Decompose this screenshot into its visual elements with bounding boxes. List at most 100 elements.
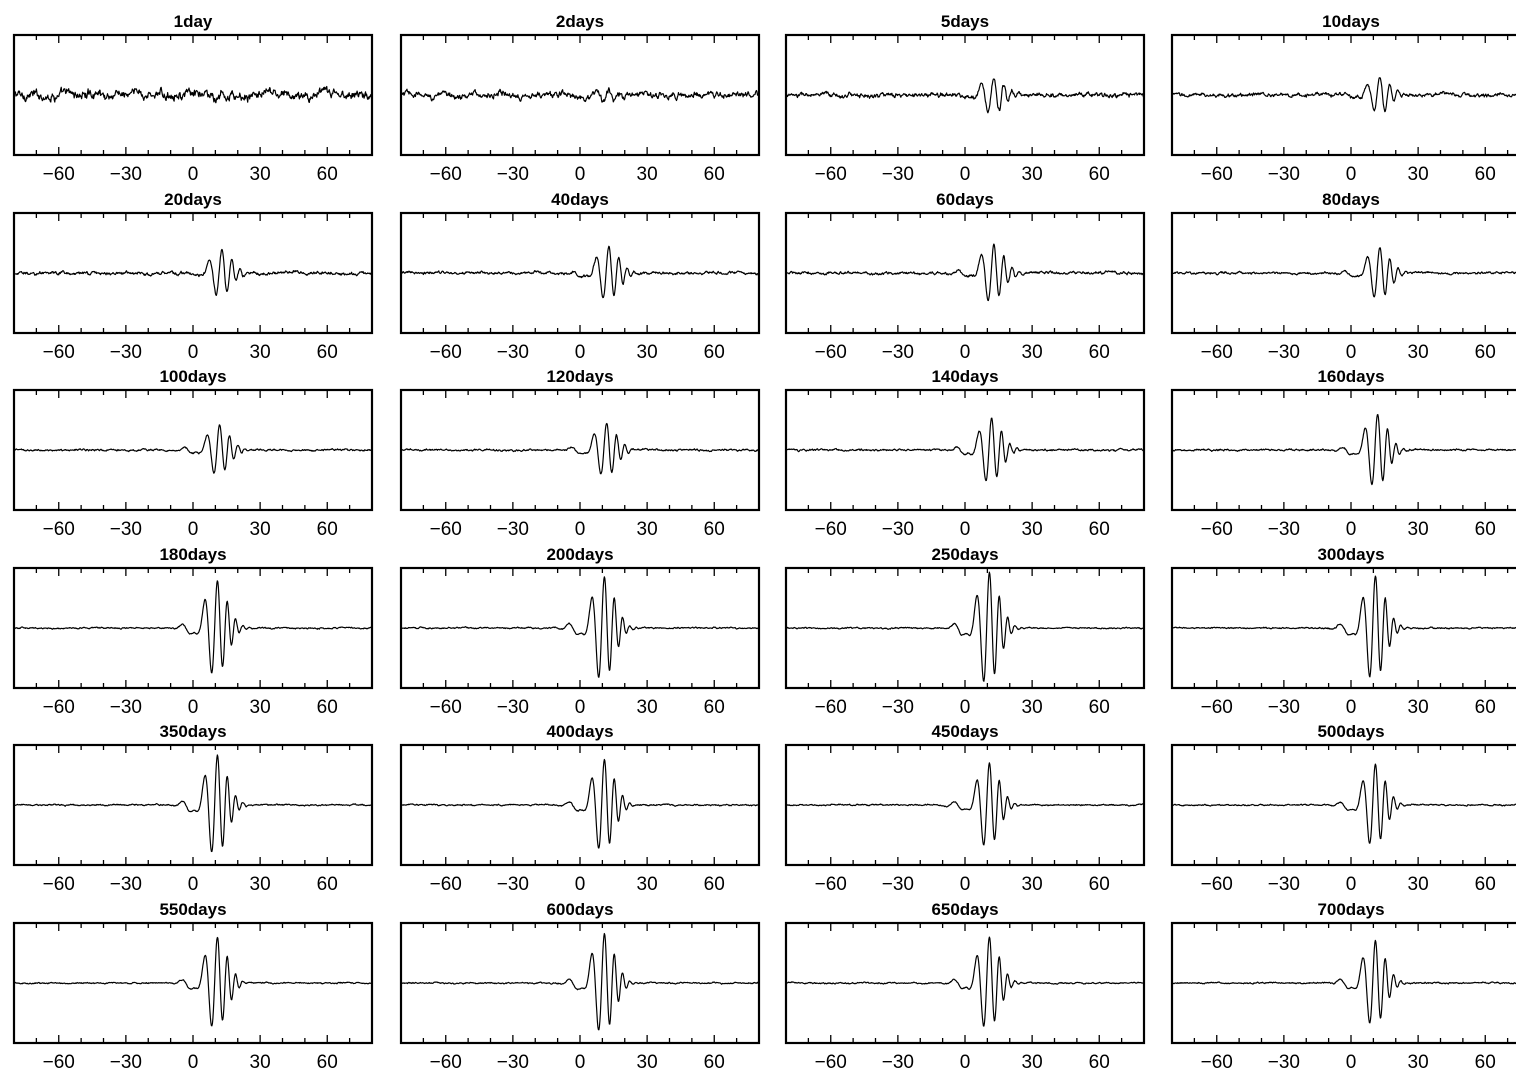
x-tick-label: 0 <box>960 697 971 718</box>
x-tick-label: 60 <box>317 519 338 540</box>
panel-title: 400days <box>546 722 613 741</box>
x-tick-label: 30 <box>1022 342 1043 363</box>
series-line <box>13 424 373 474</box>
x-tick-label: 0 <box>1346 519 1357 540</box>
x-tick-label: −30 <box>1268 1052 1300 1073</box>
x-tick-label: 60 <box>1475 342 1496 363</box>
x-tick-label: −30 <box>497 874 529 895</box>
panel-title: 20days <box>164 190 222 209</box>
x-tick-label: −60 <box>815 342 847 363</box>
x-tick-label: 0 <box>1346 697 1357 718</box>
x-tick-label: 60 <box>1089 164 1110 185</box>
panel-title: 600days <box>546 900 613 919</box>
series-line <box>785 243 1145 302</box>
x-tick-label: 60 <box>317 342 338 363</box>
x-tick-label: −30 <box>110 874 142 895</box>
x-tick-label: 0 <box>1346 874 1357 895</box>
x-tick-label: −30 <box>497 697 529 718</box>
x-tick-label: 30 <box>250 519 271 540</box>
x-tick-label: 0 <box>188 164 199 185</box>
x-tick-label: −30 <box>110 342 142 363</box>
x-tick-label: −60 <box>430 164 462 185</box>
x-tick-label: −30 <box>882 697 914 718</box>
x-tick-label: −30 <box>1268 519 1300 540</box>
x-tick-label: 60 <box>704 874 725 895</box>
x-tick-label: 0 <box>188 342 199 363</box>
panel-200days: 200days −60 −30 0 30 60 <box>399 545 761 718</box>
x-tick-label: 0 <box>960 874 971 895</box>
x-tick-label: 60 <box>317 697 338 718</box>
x-tick-label: −60 <box>43 519 75 540</box>
x-tick-label: −30 <box>497 519 529 540</box>
x-tick-label: −30 <box>882 1052 914 1073</box>
x-tick-label: 30 <box>1022 519 1043 540</box>
x-tick-label: 30 <box>1408 519 1429 540</box>
series-line <box>13 248 373 296</box>
x-tick-label: −30 <box>1268 874 1300 895</box>
panel-title: 550days <box>159 900 226 919</box>
x-tick-label: 30 <box>1408 874 1429 895</box>
x-tick-label: 60 <box>1475 874 1496 895</box>
x-tick-label: 30 <box>250 342 271 363</box>
x-tick-label: −30 <box>882 874 914 895</box>
series-line <box>1171 763 1516 844</box>
panel-5days: 5days −60 −30 0 30 60 <box>784 12 1146 185</box>
panel-title: 2days <box>556 12 604 31</box>
x-tick-label: 0 <box>575 519 586 540</box>
x-tick-label: 0 <box>575 1052 586 1073</box>
x-tick-label: 30 <box>637 164 658 185</box>
x-tick-label: 60 <box>1475 164 1496 185</box>
x-tick-label: 0 <box>575 874 586 895</box>
x-tick-label: 60 <box>1089 1052 1110 1073</box>
panel-title: 350days <box>159 722 226 741</box>
x-tick-label: 0 <box>960 519 971 540</box>
series-line <box>400 576 760 678</box>
x-tick-label: −60 <box>43 874 75 895</box>
panel-1day: 1day −60 −30 0 30 60 <box>12 12 374 185</box>
x-tick-label: 0 <box>1346 164 1357 185</box>
x-tick-label: −60 <box>43 164 75 185</box>
x-tick-label: 0 <box>188 874 199 895</box>
x-tick-label: −60 <box>1201 519 1233 540</box>
x-tick-label: −30 <box>110 164 142 185</box>
x-tick-label: 30 <box>1408 342 1429 363</box>
panel-title: 500days <box>1317 722 1384 741</box>
series-line <box>1171 939 1516 1024</box>
x-tick-label: −60 <box>430 874 462 895</box>
x-tick-label: 60 <box>704 1052 725 1073</box>
panel-title: 140days <box>931 367 998 386</box>
panel-title: 700days <box>1317 900 1384 919</box>
x-tick-label: 60 <box>704 342 725 363</box>
x-tick-label: −60 <box>43 342 75 363</box>
panel-title: 1day <box>174 12 213 31</box>
x-tick-label: 60 <box>1089 519 1110 540</box>
x-tick-label: 30 <box>637 697 658 718</box>
panel-title: 180days <box>159 545 226 564</box>
x-tick-label: −60 <box>43 1052 75 1073</box>
series-line <box>785 571 1145 682</box>
x-tick-label: 30 <box>637 874 658 895</box>
x-tick-label: 0 <box>575 342 586 363</box>
x-tick-label: 60 <box>1475 697 1496 718</box>
x-tick-label: −60 <box>1201 874 1233 895</box>
x-tick-label: 60 <box>704 164 725 185</box>
series-line <box>13 85 373 104</box>
x-tick-label: 30 <box>1022 874 1043 895</box>
x-tick-label: −30 <box>882 519 914 540</box>
x-tick-label: −30 <box>882 164 914 185</box>
x-tick-label: 30 <box>1022 164 1043 185</box>
x-tick-label: 60 <box>1089 697 1110 718</box>
panel-10days: 10days −60 −30 0 30 60 <box>1170 12 1516 185</box>
panel-title: 250days <box>931 545 998 564</box>
x-tick-label: 0 <box>188 519 199 540</box>
series-line <box>785 417 1145 482</box>
series-line <box>1171 247 1516 298</box>
series-line <box>785 78 1145 114</box>
x-tick-label: −30 <box>1268 164 1300 185</box>
panel-title: 650days <box>931 900 998 919</box>
series-line <box>400 932 760 1031</box>
x-tick-label: 30 <box>1408 164 1429 185</box>
series-line <box>1171 77 1516 113</box>
x-tick-label: 30 <box>1022 1052 1043 1073</box>
